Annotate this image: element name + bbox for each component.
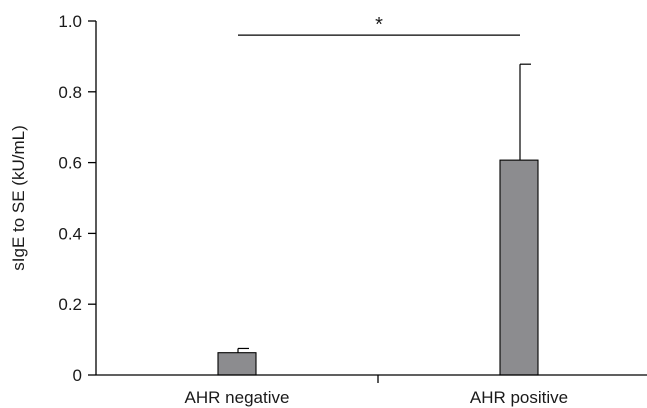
y-axis-ticks: 0 0.2 0.4 0.6 0.8 1.0 [58, 12, 96, 385]
y-tick-label: 0.6 [58, 154, 82, 173]
x-tick-label: AHR positive [470, 388, 568, 407]
annotations: * [238, 14, 520, 36]
y-axis-label: sIgE to SE (kU/mL) [9, 125, 28, 270]
y-tick-label: 0 [73, 366, 82, 385]
significance-marker: * [375, 14, 383, 36]
bar-ahr-negative [217, 352, 257, 376]
y-tick-label: 0.4 [58, 224, 82, 243]
y-tick-label: 0.8 [58, 83, 82, 102]
y-tick-label: 1.0 [58, 12, 82, 31]
error-bars [237, 63, 531, 353]
bar-ahr-positive [499, 159, 539, 376]
x-axis-ticks: AHR negative AHR positive [185, 375, 568, 407]
bars [217, 159, 539, 376]
y-tick-label: 0.2 [58, 295, 82, 314]
x-tick-label: AHR negative [185, 388, 290, 407]
